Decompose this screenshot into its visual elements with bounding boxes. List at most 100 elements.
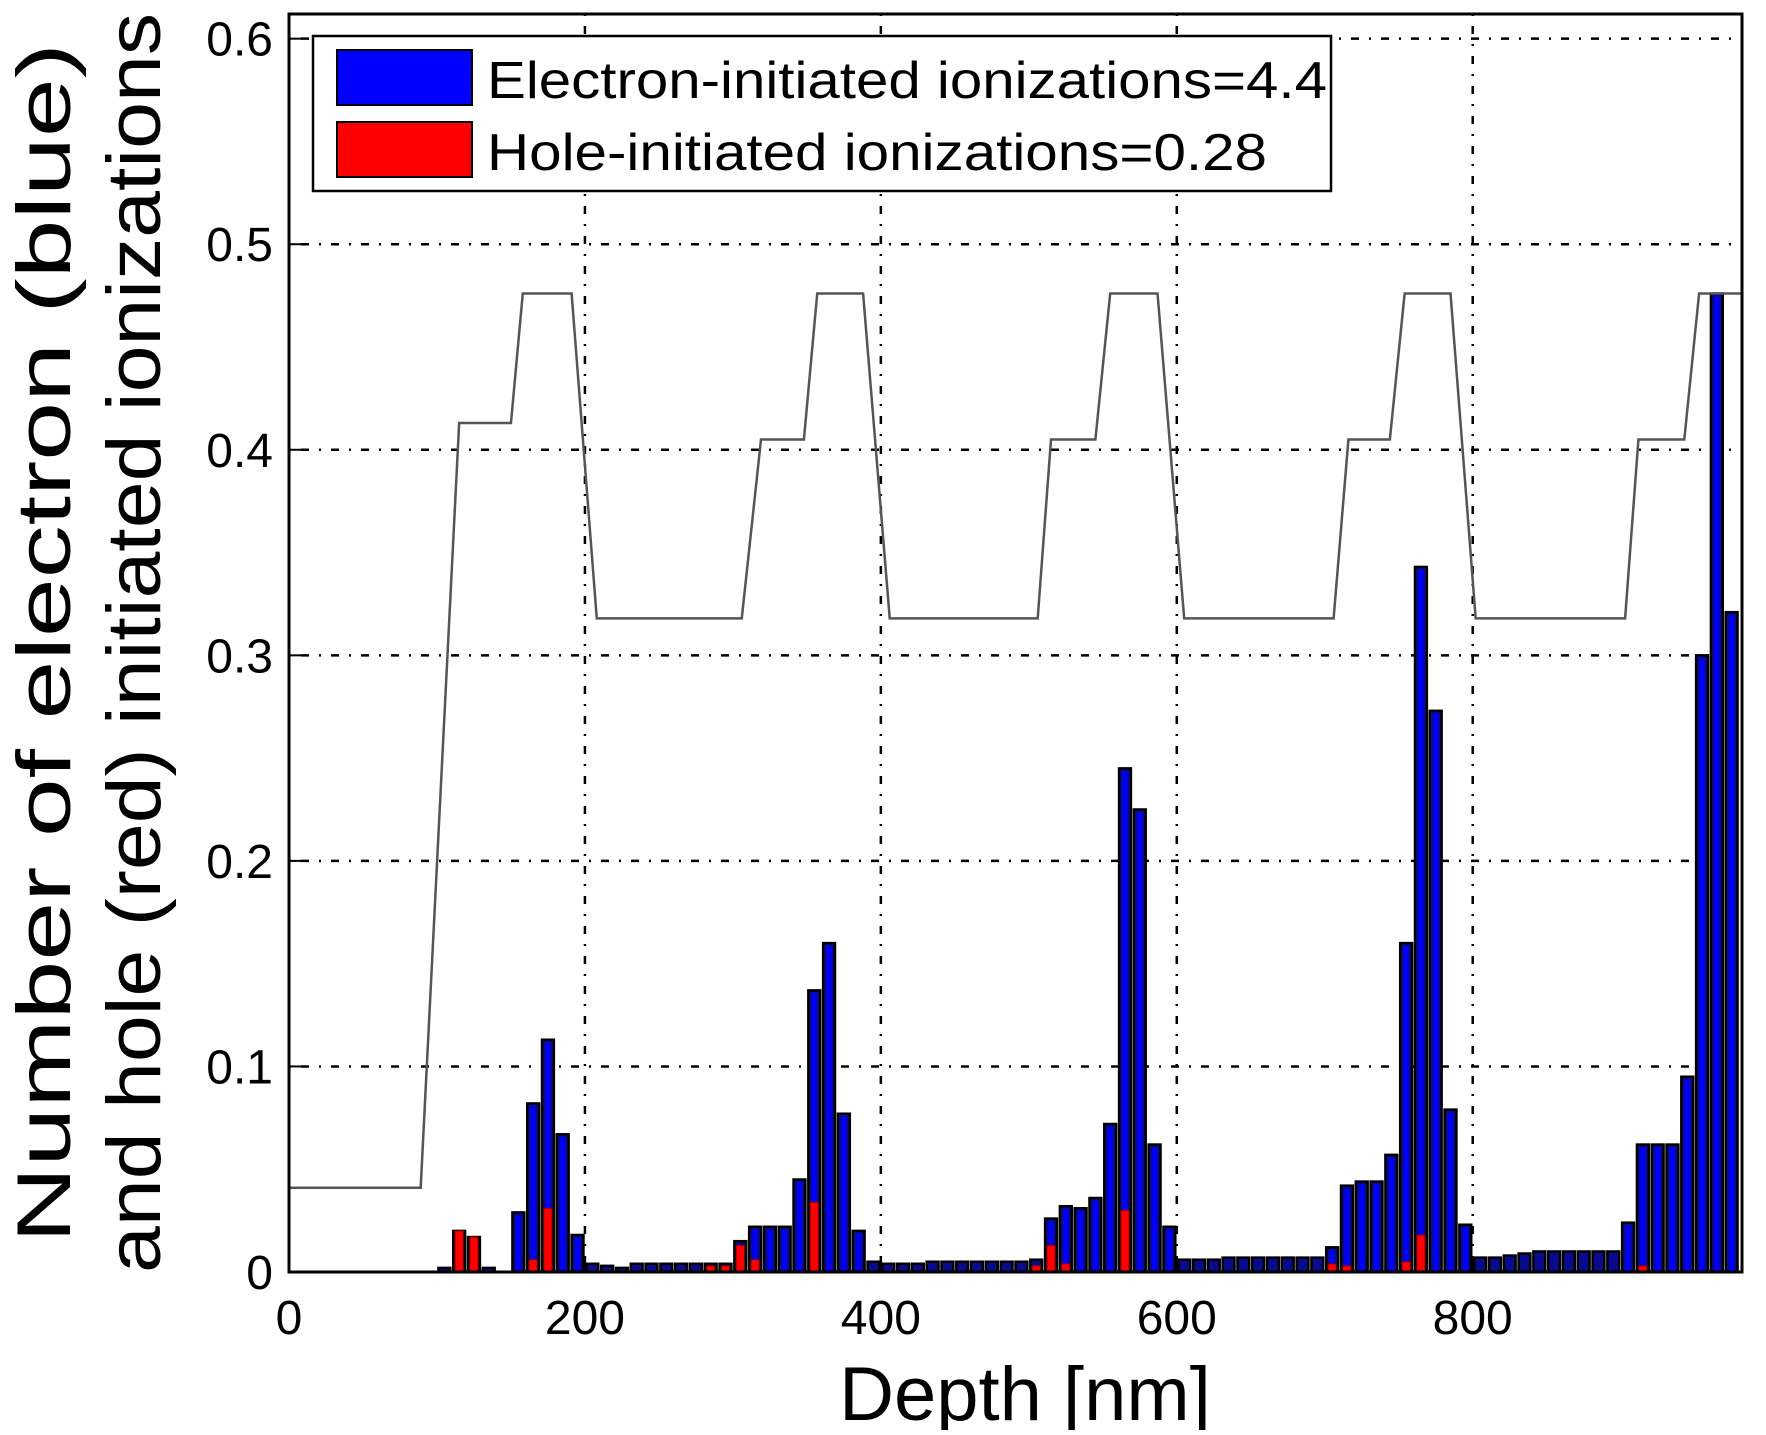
y-axis-label-line2: and hole (red) initiated ionizations: [92, 13, 177, 1273]
y-tick-label: 0.2: [206, 836, 273, 889]
hole-bar: [469, 1236, 479, 1273]
legend-label-electron: Electron-initiated ionizations=4.4: [487, 52, 1327, 110]
electron-bar: [955, 1260, 970, 1274]
electron-bar: [1191, 1258, 1207, 1274]
electron-bar: [1487, 1256, 1503, 1274]
hole-bar: [1120, 1209, 1130, 1273]
electron-bar-highlight: [826, 946, 832, 1272]
electron-bar-highlight: [1344, 1188, 1350, 1272]
electron-bar-highlight: [1122, 771, 1128, 1272]
electron-bar: [1472, 1256, 1488, 1274]
electron-bar: [1502, 1254, 1517, 1274]
electron-bar: [1265, 1256, 1281, 1274]
y-tick-label: 0.5: [206, 219, 273, 272]
electron-bar: [1295, 1256, 1310, 1274]
band-profile: [289, 292, 1742, 1189]
hole-bar: [1401, 1261, 1411, 1273]
x-tick-label: 800: [1433, 1292, 1513, 1345]
electron-bar: [1576, 1250, 1591, 1274]
electron-bar-highlight: [1107, 1127, 1113, 1272]
legend-label-hole: Hole-initiated ionizations=0.28: [487, 124, 1267, 182]
electron-bar: [1221, 1256, 1236, 1274]
electron-bar: [925, 1260, 940, 1274]
electron-bar-highlight: [1063, 1209, 1069, 1272]
electron-bar: [1177, 1258, 1192, 1274]
grid: [289, 14, 1742, 1272]
electron-bar-highlight: [1418, 569, 1424, 1272]
electron-bar-highlight: [575, 1238, 580, 1272]
electron-bar-highlight: [1655, 1147, 1661, 1272]
legend-box: [311, 34, 1333, 193]
electron-bar-highlight: [782, 1229, 788, 1272]
electron-bar-highlight: [1684, 1079, 1690, 1272]
electron-bar: [1310, 1256, 1325, 1274]
electron-bar: [999, 1260, 1014, 1274]
plot-frame: [287, 12, 1744, 1274]
electron-bar: [866, 1260, 881, 1274]
electron-bar: [1606, 1250, 1621, 1274]
electron-bar-highlight: [1625, 1225, 1631, 1272]
electron-bar-highlight: [1729, 615, 1735, 1272]
electron-bar: [984, 1260, 999, 1274]
ticks: 0 200 400 600 800 0 0.1 0.2 0.3 0.4 0.5 0.6: [206, 14, 1512, 1345]
band-profile-line: [289, 292, 1742, 1189]
y-tick-label: 0.4: [206, 425, 273, 478]
electron-bar-highlight: [1388, 1157, 1394, 1272]
electron-bar: [1591, 1250, 1606, 1274]
legend-swatch-electron: [336, 49, 473, 106]
electron-bar: [1014, 1260, 1029, 1274]
y-tick-label: 0.6: [206, 14, 273, 67]
electron-bar-highlight: [1699, 658, 1705, 1272]
electron-bar: [1561, 1250, 1577, 1274]
x-tick-label: 0: [276, 1292, 303, 1345]
electron-bar-highlight: [1374, 1184, 1379, 1272]
hole-bar: [735, 1244, 745, 1273]
electron-bar-highlight: [856, 1233, 862, 1272]
electron-bar-highlight: [1433, 713, 1439, 1272]
electron-bar: [1250, 1256, 1266, 1274]
electron-bar: [1206, 1258, 1221, 1274]
electron-bar: [1546, 1250, 1562, 1274]
electron-bar-highlight: [1462, 1227, 1468, 1272]
electron-bar-highlight: [767, 1229, 773, 1272]
electron-bar-highlight: [1359, 1184, 1365, 1272]
electron-bar-highlight: [530, 1106, 536, 1272]
electron-bar-highlight: [752, 1229, 758, 1272]
electron-bar-highlight: [1448, 1112, 1453, 1272]
hole-bar: [1416, 1234, 1426, 1273]
electron-bar-highlight: [515, 1215, 521, 1272]
electron-bar-highlight: [811, 993, 817, 1272]
hole-bar: [809, 1201, 819, 1273]
electron-bar-highlight: [1403, 946, 1409, 1272]
legend: Electron-initiated ionizations=4.4 Hole-…: [311, 34, 1333, 193]
hole-bar: [1046, 1244, 1056, 1273]
electron-bar-highlight: [1093, 1201, 1098, 1272]
hole-bar: [750, 1259, 760, 1273]
legend-swatch-hole: [336, 121, 473, 178]
y-tick-label: 0.3: [206, 630, 273, 683]
hole-bar: [454, 1230, 464, 1273]
electron-bar: [1280, 1256, 1295, 1274]
electron-bar: [940, 1260, 955, 1274]
electron-bar-highlight: [797, 1182, 802, 1272]
electron-bar-highlight: [1167, 1229, 1172, 1272]
electron-bar-highlight: [1640, 1147, 1646, 1272]
electron-bar-highlight: [1670, 1147, 1675, 1272]
bars: [437, 292, 1739, 1274]
electron-bar-highlight: [1714, 296, 1720, 1272]
electron-bar: [1532, 1250, 1547, 1274]
y-tick-label: 0.1: [206, 1041, 273, 1094]
hole-bar: [543, 1207, 553, 1273]
electron-bar-highlight: [560, 1137, 566, 1272]
x-tick-label: 400: [841, 1292, 921, 1345]
x-tick-label: 600: [1137, 1292, 1217, 1345]
electron-bar: [1236, 1256, 1251, 1274]
electron-bar-highlight: [1329, 1250, 1335, 1272]
electron-bar-highlight: [841, 1116, 847, 1272]
y-axis-label-line1: Number of electron (blue): [2, 43, 87, 1243]
electron-bar-highlight: [1078, 1211, 1083, 1272]
electron-bar: [1517, 1252, 1532, 1274]
y-tick-label: 0: [246, 1247, 273, 1300]
hole-bar: [528, 1259, 538, 1273]
